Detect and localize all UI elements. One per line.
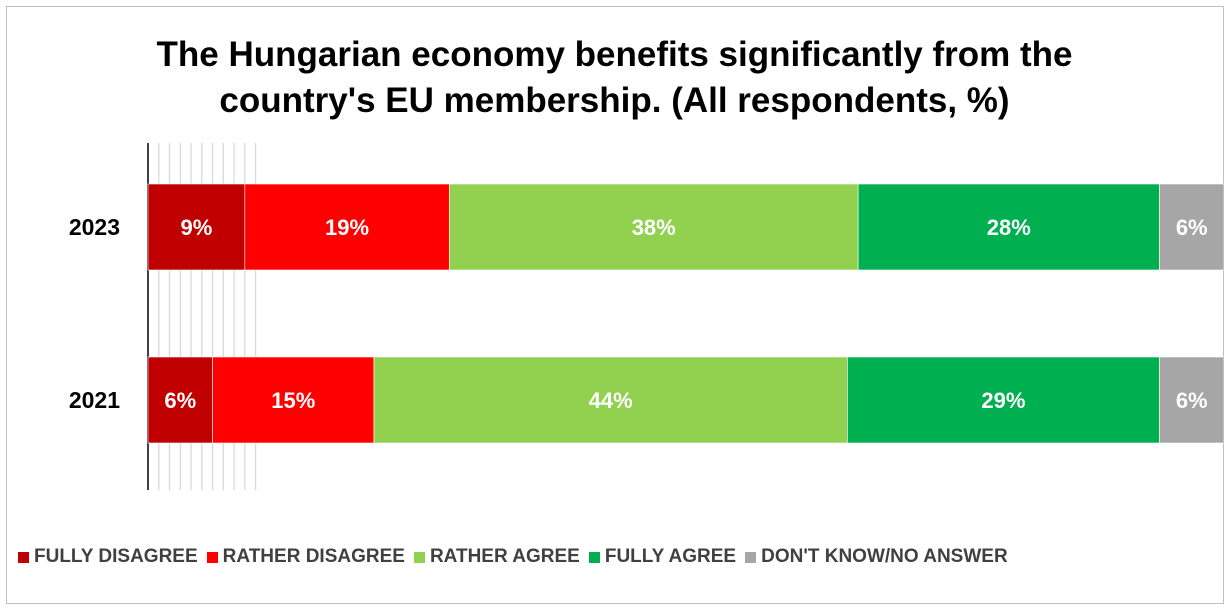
legend-item: FULLY DISAGREE bbox=[18, 546, 198, 568]
bar-segment bbox=[1159, 356, 1225, 444]
data-label: 6% bbox=[164, 388, 196, 413]
bar-segment bbox=[373, 356, 848, 444]
data-label: 15% bbox=[271, 388, 315, 413]
legend-item: RATHER DISAGREE bbox=[206, 546, 405, 568]
bar-chart: 2023 9% 19% 38% 28% 6% 2021 6% 15% 44% 29% 6% bbox=[69, 143, 1225, 490]
chart-title-line-2: country's EU membership. (All respondent… bbox=[219, 81, 1010, 120]
data-label: 44% bbox=[589, 388, 633, 413]
chart-title: The Hungarian economy benefits significa… bbox=[0, 32, 1229, 124]
data-label: 38% bbox=[632, 215, 676, 240]
legend-swatch bbox=[588, 551, 600, 563]
legend-label: FULLY AGREE bbox=[604, 546, 737, 567]
bar-segment bbox=[1159, 183, 1225, 271]
bar-segment bbox=[847, 356, 1160, 444]
category-label: 2021 bbox=[69, 387, 120, 413]
data-label: 6% bbox=[1176, 388, 1208, 413]
legend-item: RATHER AGREE bbox=[413, 546, 580, 568]
legend-swatch bbox=[206, 551, 218, 563]
legend-label: RATHER DISAGREE bbox=[222, 546, 405, 567]
chart-title-line-1: The Hungarian economy benefits significa… bbox=[156, 35, 1073, 74]
bar-segment bbox=[212, 356, 375, 444]
data-label: 9% bbox=[181, 215, 213, 240]
legend-label: RATHER AGREE bbox=[429, 546, 580, 567]
data-label: 6% bbox=[1176, 215, 1208, 240]
legend-swatch bbox=[413, 551, 425, 563]
legend-swatch bbox=[18, 551, 29, 563]
bar-segment bbox=[448, 183, 859, 271]
data-label: 29% bbox=[981, 388, 1025, 413]
legend-label: DON'T KNOW/NO ANSWER bbox=[761, 546, 1008, 567]
legend-item: FULLY AGREE bbox=[588, 546, 737, 568]
bar-segment bbox=[147, 356, 213, 444]
legend-item: DON'T KNOW/NO ANSWER bbox=[745, 546, 1008, 568]
data-label: 28% bbox=[987, 215, 1031, 240]
chart-legend: FULLY DISAGREE RATHER DISAGREE RATHER AGRE… bbox=[18, 544, 1223, 570]
legend-label: FULLY DISAGREE bbox=[34, 546, 198, 567]
legend-swatch bbox=[745, 551, 757, 563]
category-label: 2023 bbox=[69, 214, 120, 240]
data-label: 19% bbox=[325, 215, 369, 240]
chart-frame bbox=[6, 6, 1224, 604]
bar-segment bbox=[244, 183, 450, 271]
bar-segment bbox=[147, 183, 246, 271]
